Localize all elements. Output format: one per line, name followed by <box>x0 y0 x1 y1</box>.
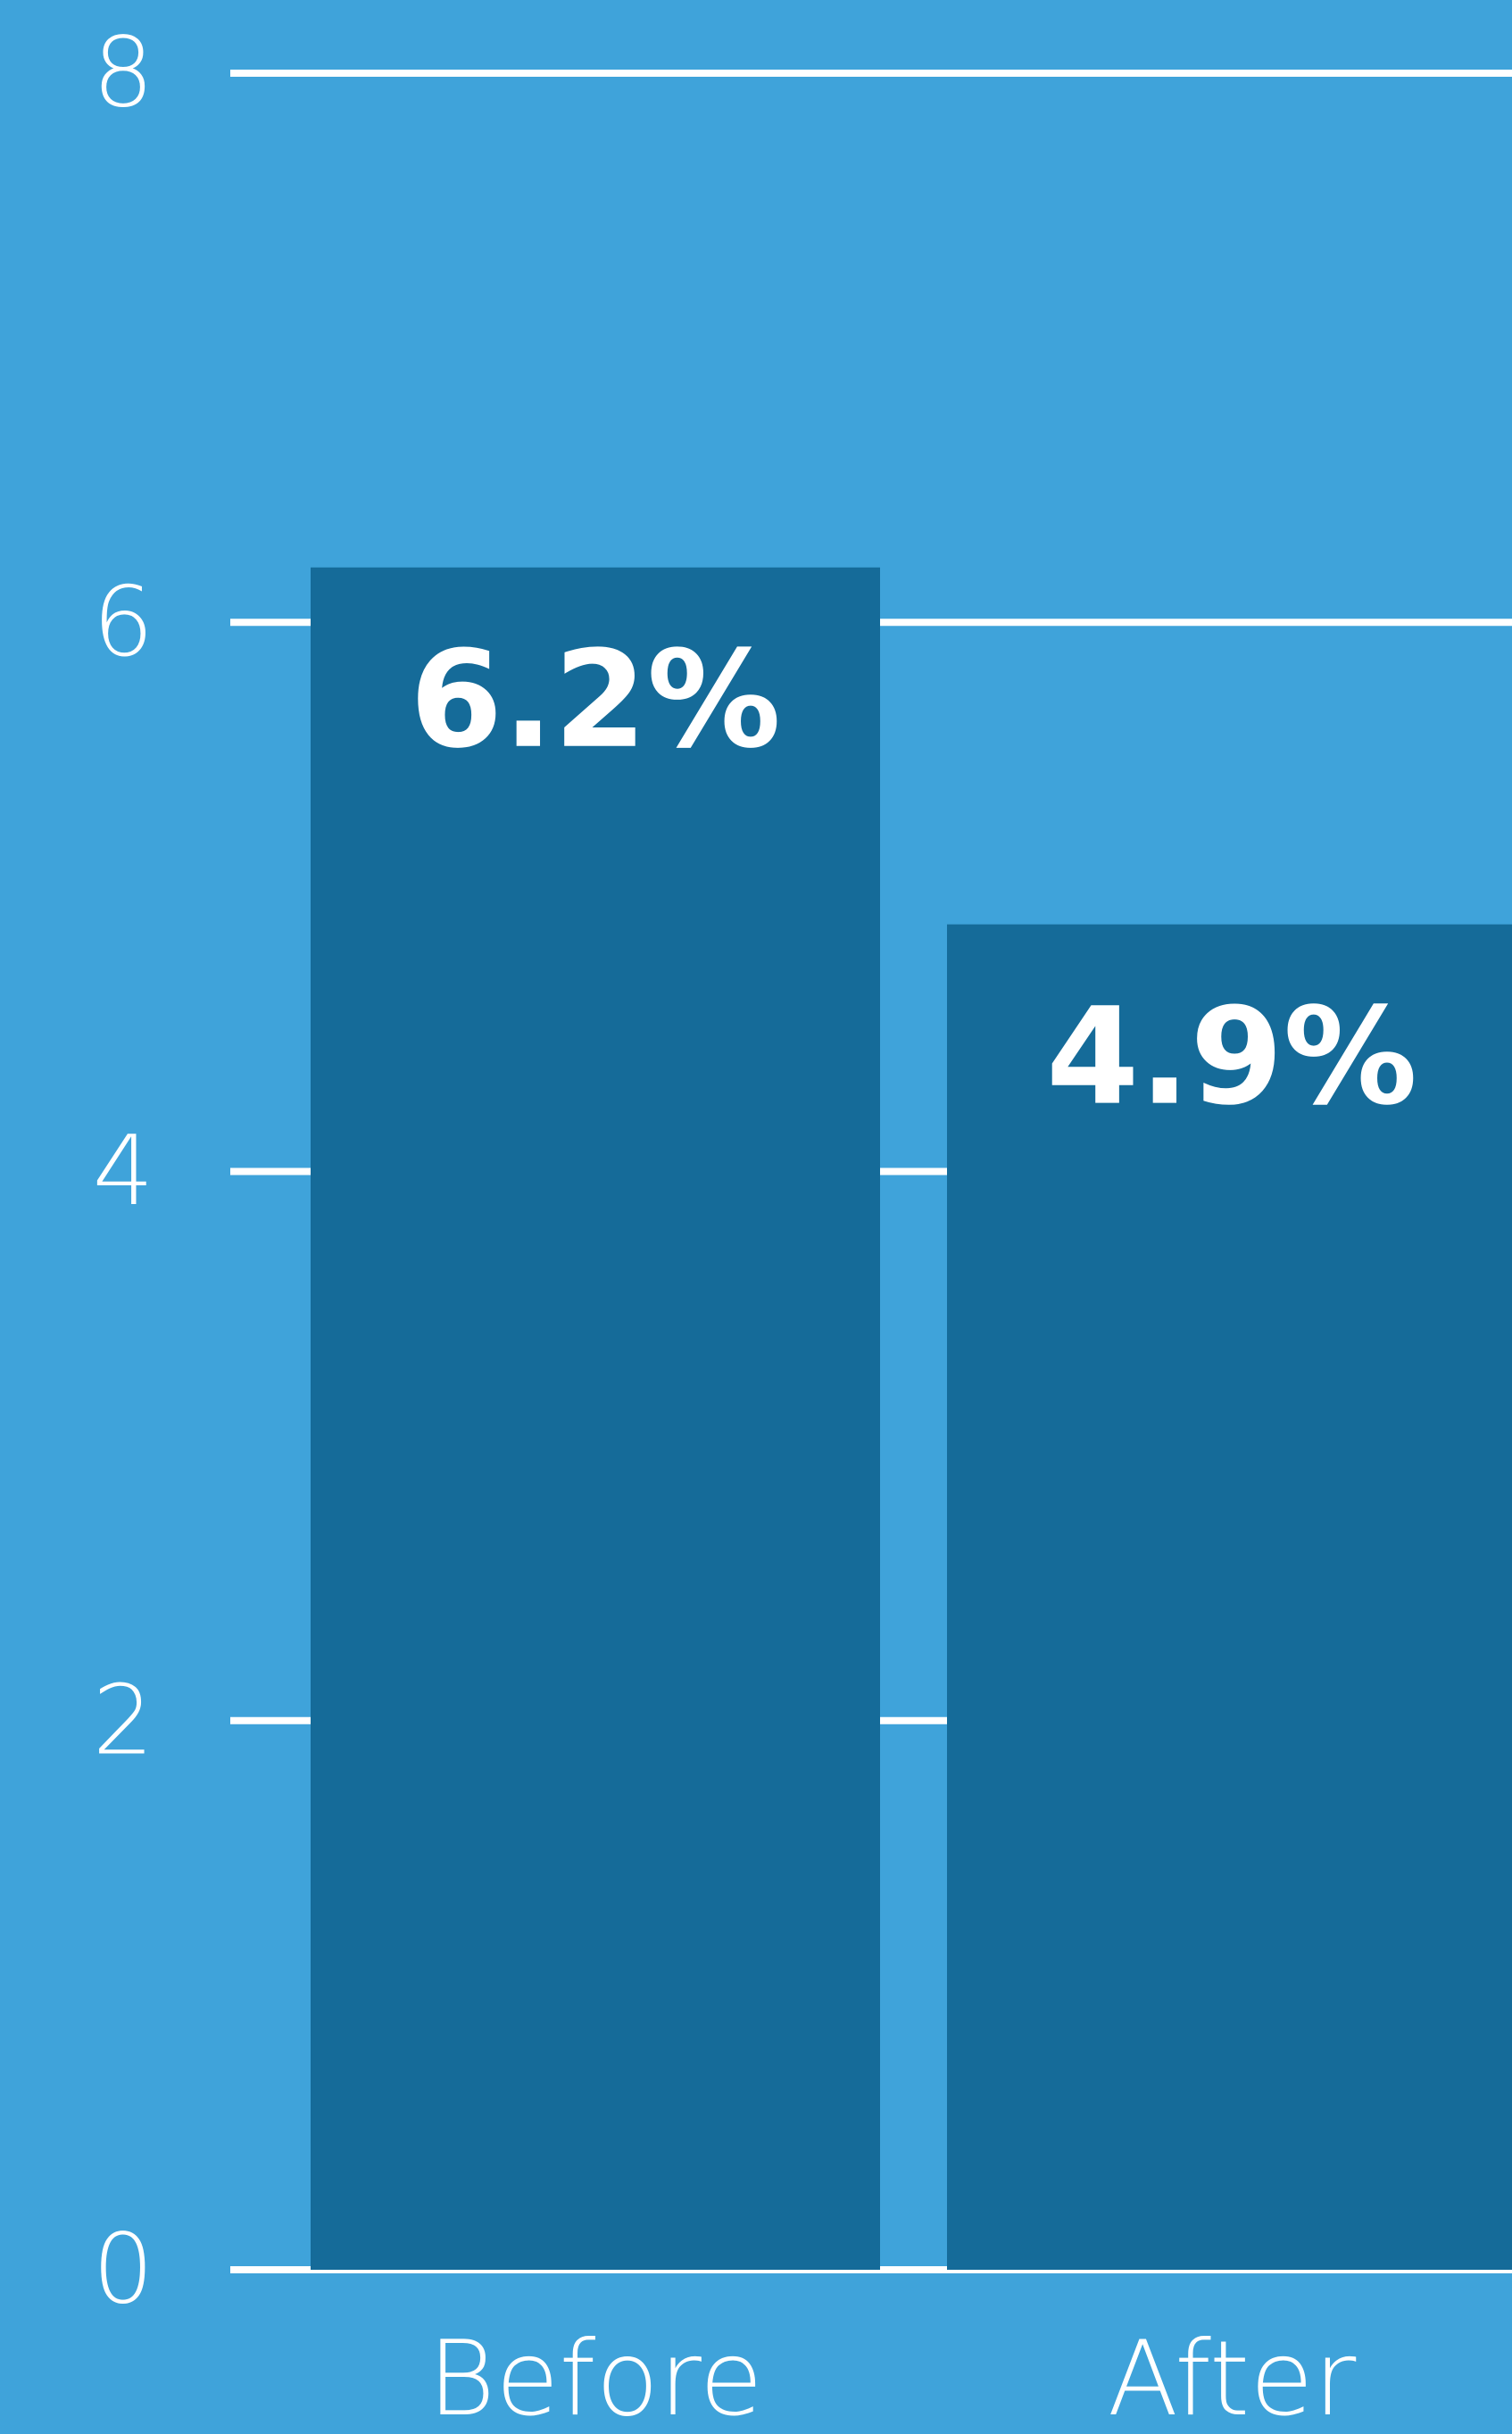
y-tick-label: 6 <box>93 567 154 678</box>
data-label: 4.9% <box>1046 980 1417 1135</box>
bar-before <box>311 567 880 2270</box>
bar-after <box>947 924 1512 2270</box>
data-label: 6.2% <box>410 623 781 778</box>
y-tick-label: 8 <box>93 18 154 129</box>
bars <box>311 567 1512 2270</box>
x-category-label: After <box>1108 2319 1357 2434</box>
y-tick-label: 0 <box>93 2214 154 2326</box>
y-tick-label: 4 <box>93 1116 154 1227</box>
y-tick-label: 2 <box>93 1665 154 1776</box>
x-category-label: Before <box>428 2319 763 2434</box>
y-axis-ticks: 0 2 4 6 8 <box>93 18 154 2326</box>
data-labels: 6.2% 4.9% <box>410 623 1417 1135</box>
x-axis-categories: Before After <box>428 2319 1356 2434</box>
